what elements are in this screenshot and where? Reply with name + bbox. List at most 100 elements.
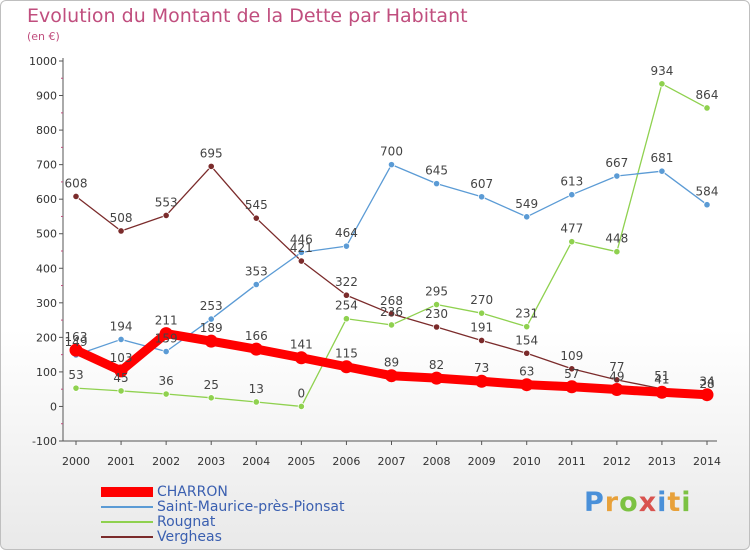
data-label: 477	[560, 222, 583, 236]
data-point	[658, 167, 666, 175]
data-point	[610, 383, 624, 397]
x-tick-label: 2007	[378, 455, 406, 468]
data-label: 191	[470, 320, 493, 334]
data-label: 34	[699, 375, 714, 389]
data-point	[700, 388, 714, 402]
x-tick-label: 2014	[693, 455, 721, 468]
data-label: 231	[515, 307, 538, 321]
data-label: 934	[650, 64, 673, 78]
data-label: 295	[425, 285, 448, 299]
data-point	[387, 310, 396, 318]
logo-letter: i	[657, 487, 668, 518]
legend-item-saint-maurice: Saint-Maurice-près-Pionsat	[101, 500, 421, 515]
data-label: 608	[65, 176, 88, 190]
data-point	[339, 360, 353, 374]
data-label: 166	[245, 329, 268, 343]
data-label: 253	[200, 299, 223, 313]
data-point	[159, 327, 173, 341]
series-layer	[69, 80, 714, 411]
legend-item-rougnat: Rougnat	[101, 515, 421, 530]
data-label: 211	[155, 314, 178, 328]
data-label: 549	[515, 197, 538, 211]
data-label-layer: 163 103 211 189 166 141 115 89 82 73 63 57 49 41 34 149…	[65, 64, 719, 401]
x-tick-label: 2011	[558, 455, 586, 468]
y-tick-label: -100	[32, 435, 57, 448]
data-label: 53	[68, 368, 83, 382]
x-tick-label: 2003	[197, 455, 225, 468]
data-point	[387, 161, 396, 169]
data-label: 154	[515, 333, 538, 347]
data-point	[204, 334, 218, 348]
y-tick-label: 600	[36, 193, 57, 206]
x-tick-label: 2012	[603, 455, 631, 468]
data-point	[478, 193, 486, 201]
data-point	[475, 374, 489, 388]
data-point	[207, 394, 215, 402]
data-point	[249, 342, 263, 356]
logo-letter: t	[667, 487, 682, 518]
data-label: 28	[699, 377, 714, 391]
legend: CHARRON Saint-Maurice-près-Pionsat Rougn…	[101, 485, 421, 545]
x-tick-label: 2002	[152, 455, 180, 468]
data-label: 25	[204, 378, 219, 392]
data-point	[387, 321, 396, 329]
x-tick-label: 2010	[513, 455, 541, 468]
data-point	[162, 211, 170, 220]
data-label: 681	[650, 151, 673, 165]
y-tick-label: 400	[36, 262, 57, 275]
data-point	[69, 343, 83, 357]
data-label: 667	[605, 156, 628, 170]
data-label: 0	[298, 386, 306, 400]
data-label: 607	[470, 177, 493, 191]
data-point	[523, 213, 531, 221]
data-label: 700	[380, 145, 403, 159]
data-label: 103	[110, 351, 133, 365]
data-label: 49	[609, 370, 624, 384]
data-label: 159	[155, 332, 178, 346]
logo-letter: r	[604, 487, 620, 518]
data-point	[655, 385, 669, 399]
data-point	[520, 378, 534, 392]
data-label: 77	[609, 360, 624, 374]
data-label: 508	[110, 211, 133, 225]
data-point	[162, 347, 170, 356]
y-tick-label: 300	[36, 297, 57, 310]
data-point	[114, 364, 128, 378]
data-label: 613	[560, 175, 583, 189]
data-label: 149	[65, 335, 88, 349]
data-label: 51	[654, 369, 669, 383]
y-tick-label: 0	[50, 400, 57, 413]
data-point	[252, 214, 260, 222]
y-tick-label: 500	[36, 228, 57, 241]
logo-letter: P	[584, 487, 605, 518]
legend-label: Saint-Maurice-près-Pionsat	[157, 499, 345, 515]
data-point	[565, 380, 579, 394]
x-tick-label: 2004	[242, 455, 270, 468]
data-label: 45	[113, 371, 128, 385]
data-point	[297, 257, 305, 265]
y-tick-label: 100	[36, 366, 57, 379]
data-point	[703, 104, 711, 112]
data-label: 864	[696, 88, 719, 102]
data-point	[117, 227, 125, 235]
data-label: 553	[155, 195, 178, 209]
data-point	[658, 80, 666, 88]
data-label: 89	[384, 356, 399, 370]
data-point	[703, 201, 711, 209]
data-point	[432, 300, 441, 309]
legend-swatch	[101, 521, 153, 523]
x-tick-label: 2000	[62, 455, 90, 468]
data-point	[117, 335, 125, 344]
data-point	[162, 390, 170, 398]
data-label: 322	[335, 275, 358, 289]
data-label: 230	[425, 307, 448, 321]
data-point	[294, 351, 308, 365]
data-point	[432, 180, 441, 188]
chart-subtitle: (en €)	[27, 30, 60, 43]
legend-item-vergheas: Vergheas	[101, 530, 421, 545]
data-label: 421	[290, 241, 313, 255]
data-point	[342, 242, 351, 250]
data-label: 13	[249, 382, 264, 396]
legend-swatch	[101, 487, 153, 497]
data-label: 446	[290, 232, 313, 246]
